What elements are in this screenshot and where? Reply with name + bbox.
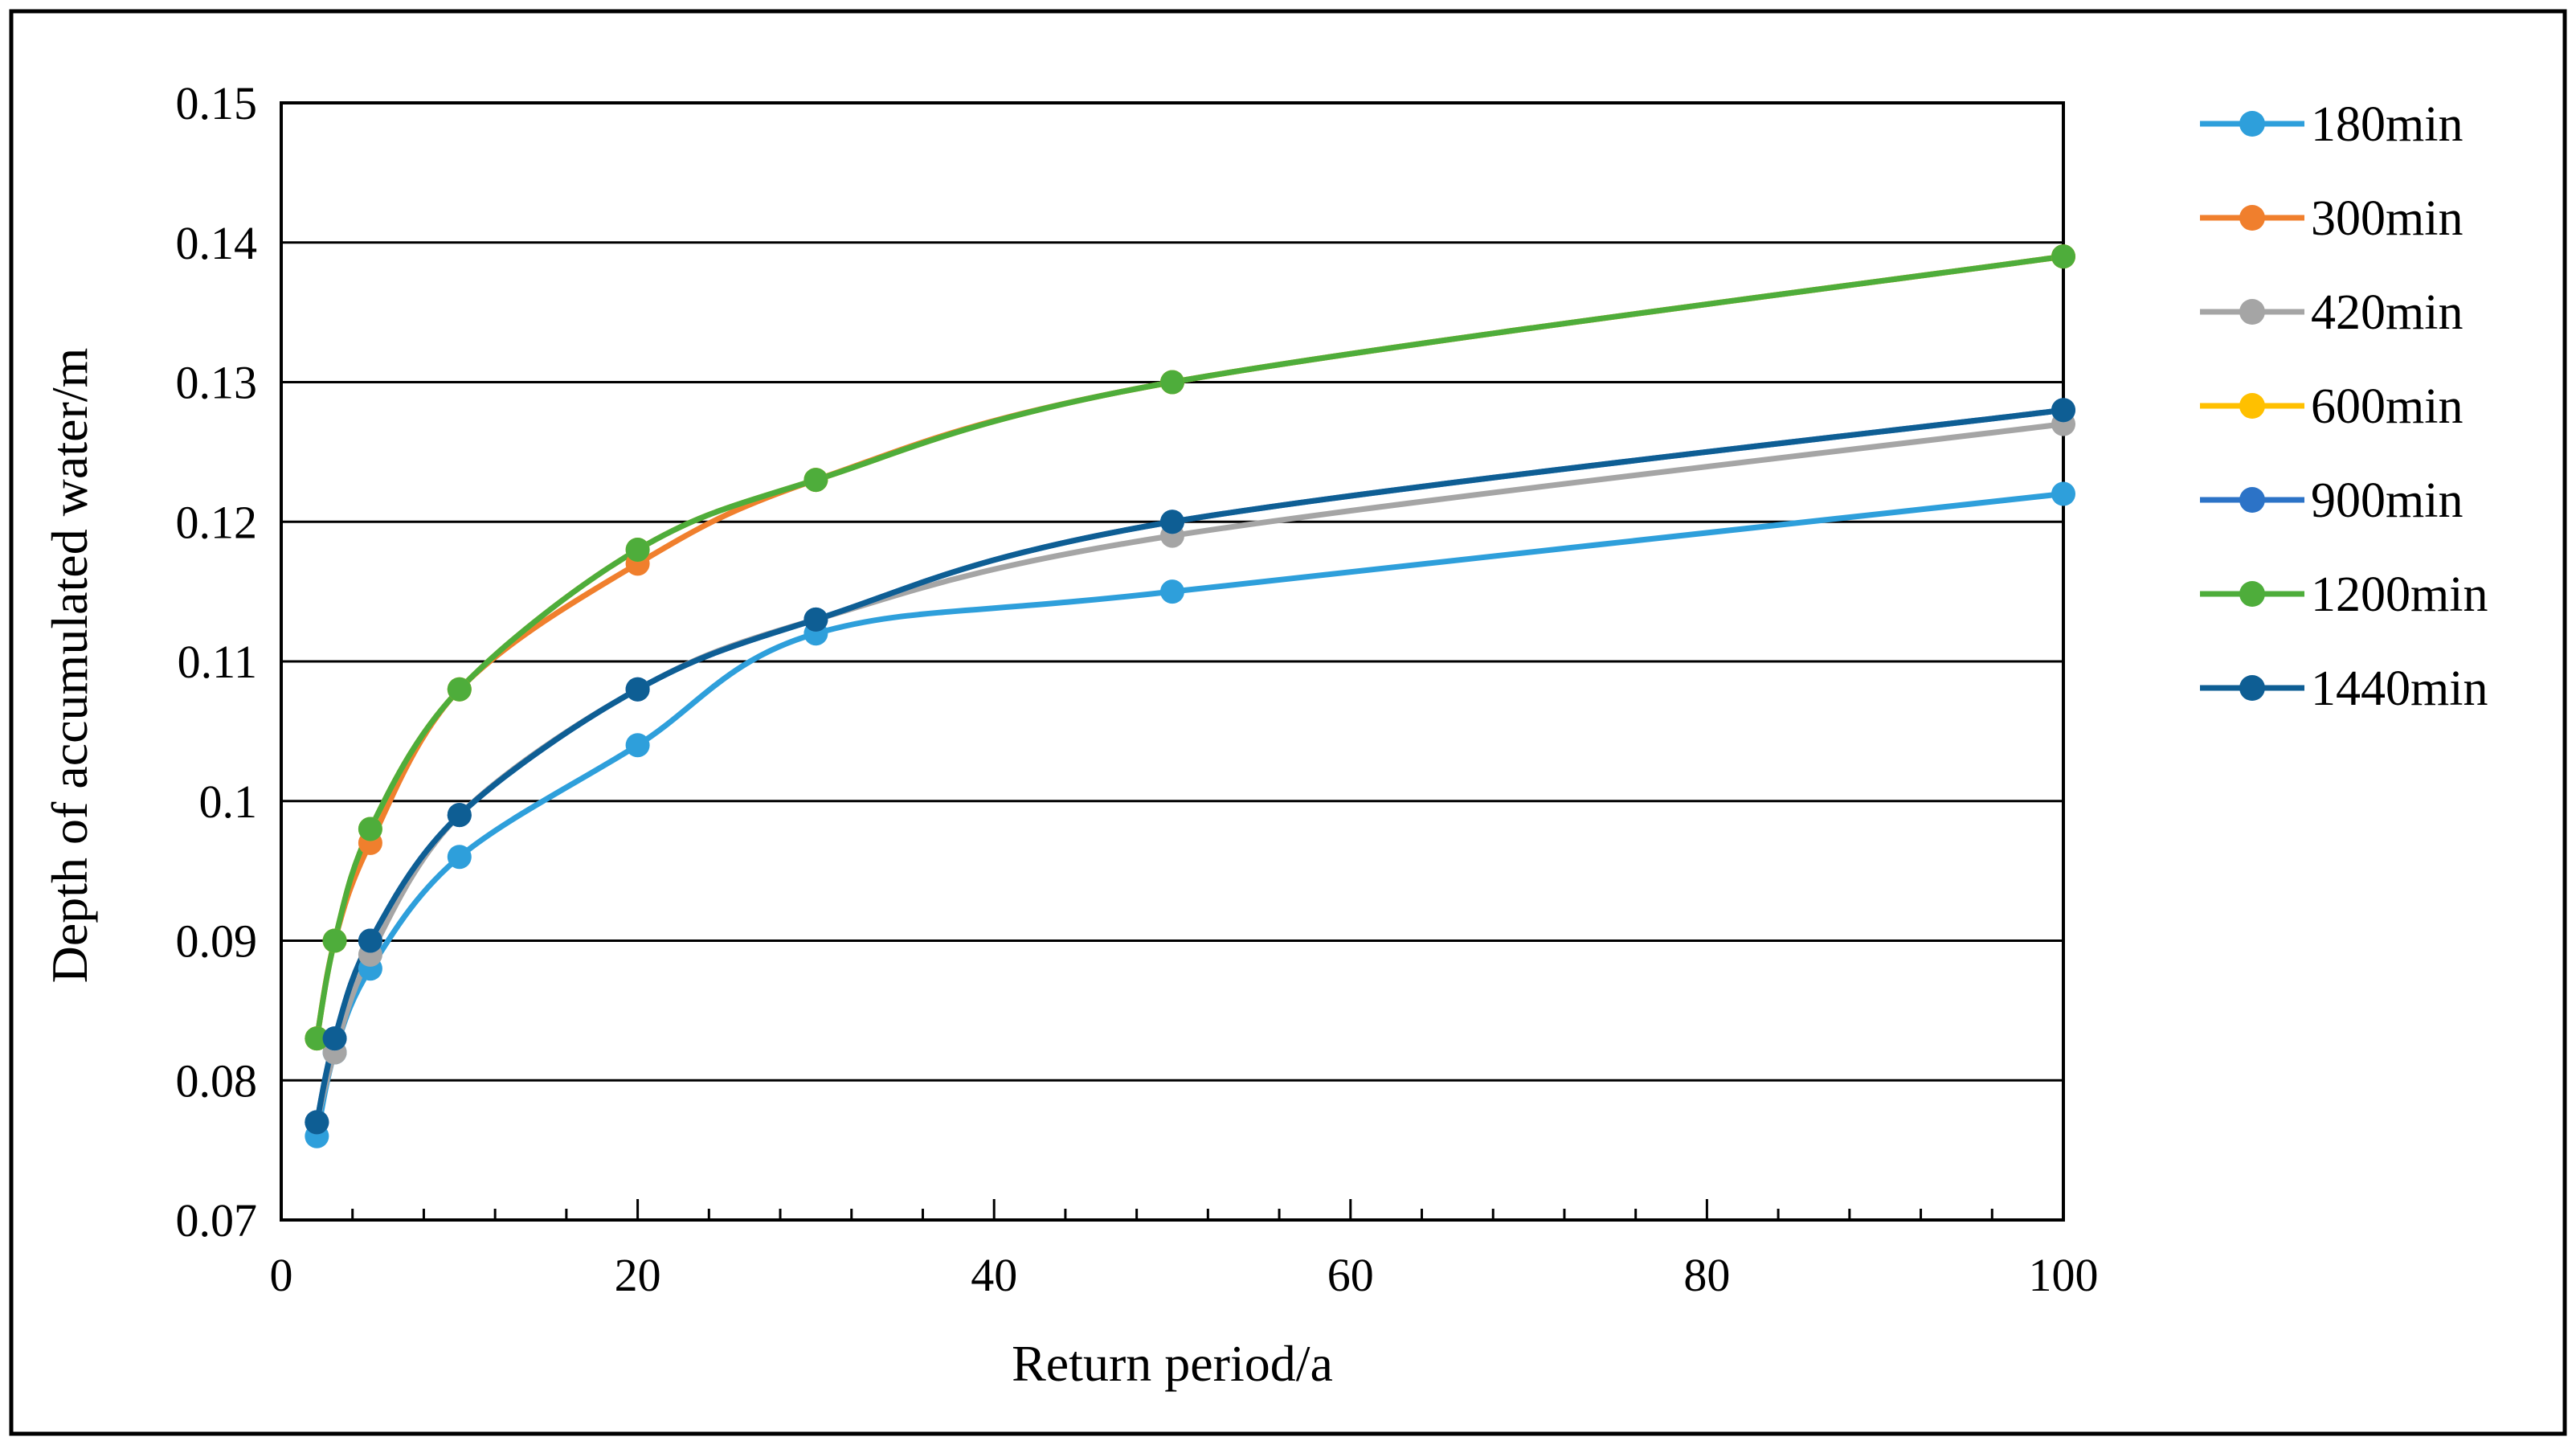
legend-label: 1200min bbox=[2311, 567, 2488, 622]
legend-item-1440min: 1440min bbox=[2200, 661, 2488, 716]
legend-swatch-marker bbox=[2239, 675, 2265, 701]
y-tick-label: 0.07 bbox=[176, 1194, 258, 1246]
y-axis-title: Depth of accumulated water/m bbox=[41, 348, 98, 984]
outer-border bbox=[9, 9, 2567, 1436]
legend-swatch-marker bbox=[2239, 393, 2265, 419]
y-tick-label: 0.13 bbox=[176, 357, 258, 409]
data-point-1200min bbox=[305, 1026, 329, 1051]
x-tick-label: 100 bbox=[2029, 1249, 2099, 1301]
data-point-1440min bbox=[1160, 510, 1184, 534]
legend-label: 1440min bbox=[2311, 661, 2488, 716]
y-tick-label: 0.15 bbox=[176, 77, 258, 129]
x-tick-label: 0 bbox=[270, 1249, 293, 1301]
ticks-layer: 0.07 0.08 0.09 0.1 0.11 0.12 0.13 0.14 0.15 0 20 40… bbox=[176, 77, 2099, 1301]
x-axis-title: Return period/a bbox=[1012, 1335, 1333, 1392]
legend-item-600min: 600min bbox=[2200, 379, 2463, 434]
data-point-180min bbox=[625, 733, 650, 758]
legend-label: 600min bbox=[2311, 379, 2463, 434]
y-tick-label: 0.08 bbox=[176, 1054, 258, 1107]
legend-label: 180min bbox=[2311, 97, 2463, 152]
legend-label: 300min bbox=[2311, 191, 2463, 246]
legend-swatch-marker bbox=[2239, 299, 2265, 325]
x-tick-label: 40 bbox=[971, 1249, 1017, 1301]
data-point-1200min bbox=[358, 817, 382, 841]
points-layer bbox=[305, 244, 2075, 1148]
legend-label: 420min bbox=[2311, 285, 2463, 340]
data-point-1200min bbox=[322, 928, 347, 953]
y-tick-label: 0.1 bbox=[199, 776, 258, 828]
legend-swatch-marker bbox=[2239, 487, 2265, 513]
legend-swatch-marker bbox=[2239, 205, 2265, 231]
data-point-180min bbox=[447, 845, 472, 870]
legend-item-900min: 900min bbox=[2200, 473, 2463, 528]
data-point-1440min bbox=[305, 1110, 329, 1135]
data-point-180min bbox=[1160, 579, 1184, 604]
legend-item-1200min: 1200min bbox=[2200, 567, 2488, 622]
data-point-1200min bbox=[2051, 244, 2075, 269]
data-point-1440min bbox=[2051, 398, 2075, 423]
data-point-1200min bbox=[625, 538, 650, 562]
series-line-1440min bbox=[313, 407, 2067, 1125]
data-point-1200min bbox=[1160, 370, 1184, 395]
data-point-180min bbox=[2051, 481, 2075, 506]
y-tick-label: 0.09 bbox=[176, 915, 258, 968]
plot-area bbox=[280, 101, 2065, 1222]
y-tick-label: 0.12 bbox=[176, 496, 258, 548]
y-tick-label: 0.11 bbox=[178, 636, 257, 688]
data-point-1440min bbox=[625, 677, 650, 702]
data-point-1200min bbox=[447, 677, 472, 702]
data-point-1440min bbox=[447, 803, 472, 828]
data-point-1440min bbox=[803, 607, 828, 632]
data-point-1440min bbox=[322, 1026, 347, 1051]
legend-swatch-marker bbox=[2239, 111, 2265, 137]
series-line-180min bbox=[313, 491, 2067, 1140]
data-point-1200min bbox=[803, 468, 828, 493]
y-tick-label: 0.14 bbox=[176, 217, 258, 269]
legend: 180min 300min 420min 600min 900min 1200min 144… bbox=[2200, 97, 2488, 716]
legend-item-300min: 300min bbox=[2200, 191, 2463, 246]
x-tick-label: 80 bbox=[1683, 1249, 1730, 1301]
legend-item-180min: 180min bbox=[2200, 97, 2463, 152]
data-point-1440min bbox=[358, 928, 382, 953]
legend-item-420min: 420min bbox=[2200, 285, 2463, 340]
x-tick-label: 20 bbox=[615, 1249, 661, 1301]
series-line-1200min bbox=[313, 253, 2067, 1042]
x-tick-label: 60 bbox=[1327, 1249, 1374, 1301]
series-layer bbox=[313, 253, 2067, 1140]
legend-label: 900min bbox=[2311, 473, 2463, 528]
legend-swatch-marker bbox=[2239, 581, 2265, 607]
